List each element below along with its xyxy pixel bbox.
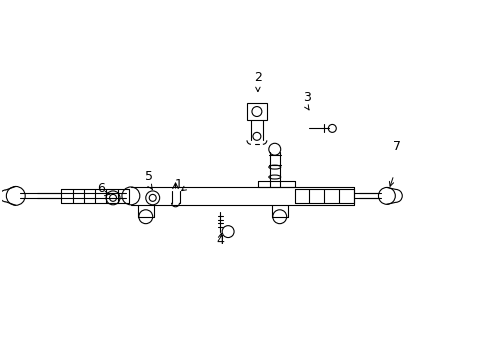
Text: 2: 2 [253,71,261,84]
Text: 4: 4 [216,234,224,247]
Text: 5: 5 [144,170,152,183]
Text: 1: 1 [174,178,182,191]
Text: 7: 7 [392,140,400,153]
Text: 3: 3 [303,91,311,104]
Text: 6: 6 [97,182,105,195]
Bar [246,103,266,121]
